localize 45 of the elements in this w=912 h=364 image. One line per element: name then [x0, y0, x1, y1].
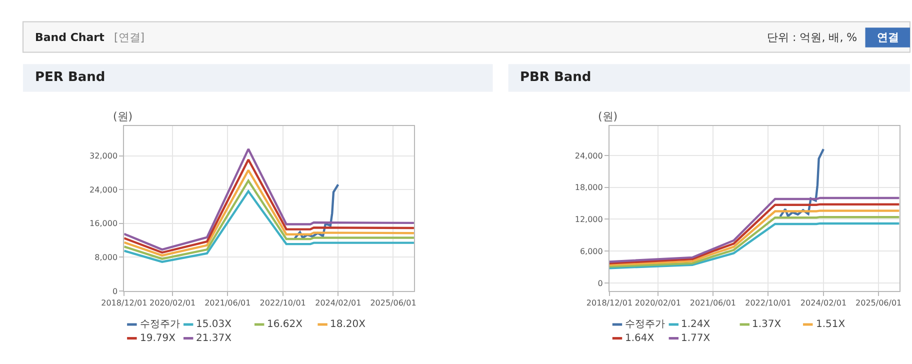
chart-title: PBR Band — [520, 70, 592, 85]
x-tick-label: 2018/12/01 — [586, 298, 633, 308]
y-axis-title: (원) — [113, 110, 133, 123]
line-series — [294, 183, 340, 240]
legend-label: 1.64X — [625, 333, 654, 344]
legend-label: 1.51X — [816, 319, 846, 330]
x-tick-label: 2024/02/01 — [800, 298, 847, 308]
legend-label: 1.77X — [681, 333, 710, 344]
text: 연결 — [877, 31, 899, 44]
y-tick-label: 24,000 — [574, 151, 603, 160]
line-series — [124, 190, 414, 263]
text: Band Chart — [35, 31, 104, 44]
y-tick-label: 32,000 — [90, 152, 118, 161]
x-tick-label: 2020/02/01 — [149, 298, 196, 308]
x-tick-label: 2021/06/01 — [204, 298, 251, 308]
x-tick-label: 2022/10/01 — [745, 298, 792, 308]
legend-label: 수정주가 — [625, 319, 665, 330]
legend-label: 21.37X — [196, 333, 232, 344]
x-tick-label: 2025/06/01 — [856, 298, 902, 308]
legend-label: 19.79X — [140, 333, 176, 344]
x-tick-label: 2021/06/01 — [690, 298, 736, 308]
legend-label: 1.37X — [752, 319, 782, 330]
legend-label: 수정주가 — [140, 319, 180, 330]
y-axis-title: (원) — [598, 110, 618, 123]
y-tick-label: 0 — [598, 278, 603, 288]
legend-label: 1.24X — [681, 319, 710, 330]
text: 단위 : 억원, 배, % — [767, 31, 858, 44]
x-tick-label: 2024/02/01 — [315, 298, 362, 308]
x-tick-label: 2025/06/01 — [370, 298, 416, 308]
legend-label: 18.20X — [330, 319, 366, 330]
x-tick-label: 2022/10/01 — [260, 298, 306, 308]
y-tick-label: 16,000 — [90, 219, 118, 228]
y-tick-label: 24,000 — [90, 185, 118, 194]
y-tick-label: 18,000 — [574, 183, 603, 192]
y-tick-label: 12,000 — [574, 215, 603, 224]
legend-label: 15.03X — [196, 319, 232, 330]
text: [연결] — [114, 31, 145, 44]
legend-label: 16.62X — [267, 319, 303, 330]
x-tick-label: 2018/12/01 — [101, 298, 148, 308]
y-tick-label: 8,000 — [94, 252, 118, 262]
line-series — [779, 148, 825, 218]
y-tick-label: 0 — [112, 286, 118, 296]
y-tick-label: 6,000 — [580, 246, 603, 256]
x-tick-label: 2020/02/01 — [634, 298, 681, 308]
chart-title: PER Band — [35, 70, 106, 85]
